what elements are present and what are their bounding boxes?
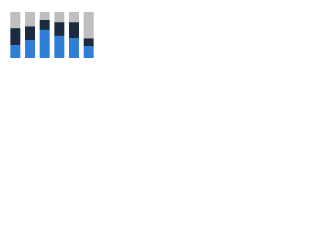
page: {"chart_data": {"type": "stacked_bar", "…: [0, 0, 100, 71]
bar-segment: [39, 29, 50, 58]
bar-segment: [54, 12, 65, 23]
bar-segment: [10, 12, 21, 29]
bar-segment: [54, 22, 65, 36]
bar-segment: [83, 38, 94, 47]
bar-segment: [54, 35, 65, 58]
chart: [10, 12, 94, 58]
bar-segment: [25, 26, 35, 41]
bar-segment: [10, 45, 21, 58]
bar-segment: [69, 12, 79, 23]
bar-segment: [25, 40, 35, 58]
bar-segment: [69, 22, 79, 39]
bar-segment: [83, 46, 94, 58]
bar-segment: [25, 12, 35, 27]
bar-segment: [83, 12, 94, 39]
bar-segment: [39, 12, 50, 20]
bar-segment: [39, 19, 50, 30]
bar-segment: [69, 38, 79, 58]
bar-segment: [10, 28, 21, 46]
